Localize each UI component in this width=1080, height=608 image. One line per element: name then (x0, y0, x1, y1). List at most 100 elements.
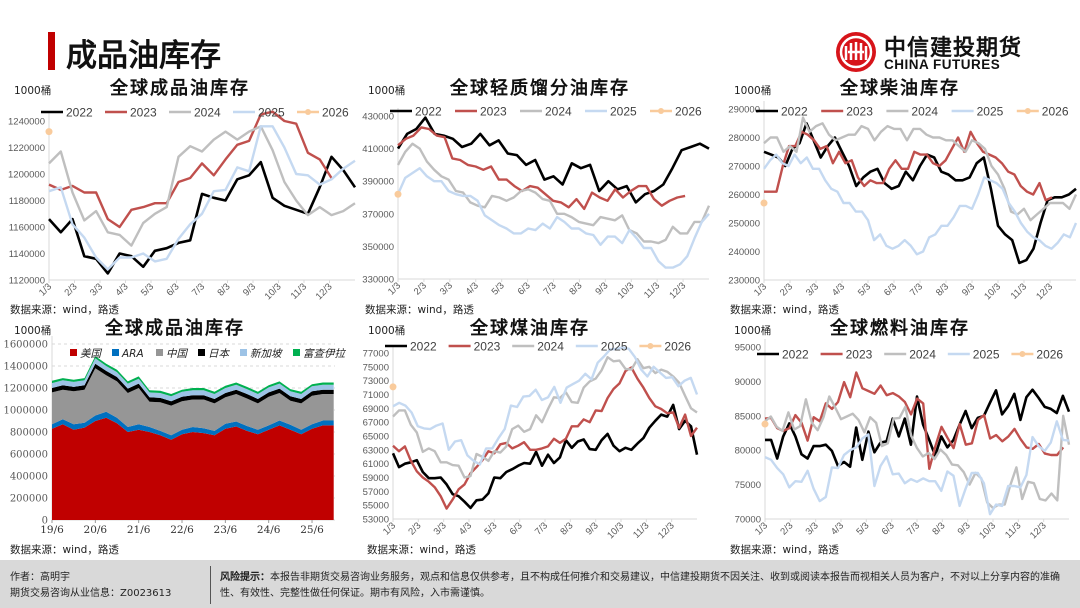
x-tick-label: 2/3 (778, 520, 795, 537)
series-line-2024 (392, 356, 698, 479)
x-tick-label: 23/6 (214, 524, 238, 536)
x-tick-label: 12/3 (1028, 520, 1049, 541)
chart-jet-fuel: 53000 55000 57000 59000 61000 63000 65000 67000… (363, 340, 699, 541)
y-tick-label: 1600000 (3, 340, 48, 351)
series-line-2022 (396, 116, 710, 204)
y-tick-label: 57000 (363, 487, 389, 498)
legend-label-2026: 2026 (1042, 105, 1069, 119)
area-日本 (52, 363, 334, 406)
x-tick-label: 6/3 (516, 280, 533, 297)
x-tick-label: 8/3 (558, 520, 575, 537)
x-tick-label: 10/3 (616, 280, 637, 301)
x-tick-label: 3/3 (804, 520, 821, 537)
y-tick-label: 1200000 (3, 384, 48, 395)
legend-label-2023: 2023 (846, 105, 873, 119)
source-note: 数据来源：wind，路透 (365, 304, 474, 316)
legend-label-新加坡: 新加坡 (250, 348, 283, 360)
unit-label: 1000桶 (14, 85, 52, 97)
chart-title: 全球成品油库存 (105, 318, 245, 339)
legend-label-2026: 2026 (664, 340, 691, 354)
x-tick-label: 11/3 (289, 281, 309, 301)
x-tick-label: 8/3 (215, 281, 232, 298)
series-line-2022 (765, 388, 1071, 468)
series-line-2024 (48, 125, 356, 247)
x-tick-label: 6/3 (164, 281, 181, 298)
legend-marker-2026 (647, 343, 654, 349)
x-tick-label: 2/3 (412, 280, 429, 297)
source-note: 数据来源：wind，路透 (367, 544, 476, 556)
y-tick-label: 280000 (728, 133, 760, 144)
x-tick-label: 3/3 (438, 280, 455, 297)
y-tick-label: 0 (42, 516, 48, 527)
series-point-2026 (45, 128, 53, 136)
x-tick-label: 9/3 (584, 520, 601, 537)
legend-label-2023: 2023 (846, 348, 873, 362)
y-tick-label: 1160000 (9, 223, 45, 234)
chart-title: 全球柴油库存 (840, 78, 960, 99)
area-新加坡 (52, 358, 334, 402)
title-accent-bar (48, 32, 55, 70)
x-tick-label: 5/3 (856, 281, 873, 298)
x-tick-label: 10/3 (263, 281, 284, 302)
series-line-2023 (48, 110, 333, 229)
series-line-2023 (764, 130, 1053, 202)
y-tick-label: 65000 (363, 432, 389, 443)
chart-panel-fuel-oil: 70000 75000 80000 85000 90000 95000 1/3 2/3 3/3 4… (720, 318, 1080, 556)
series-line-2024 (763, 116, 1078, 222)
y-tick-label: 400000 (10, 472, 48, 483)
footer-divider (210, 566, 211, 604)
series-line-2024 (396, 142, 711, 245)
y-tick-label: 67000 (363, 418, 389, 429)
legend-label-ARA: ARA (121, 348, 144, 360)
x-tick-label: 10/3 (982, 281, 1003, 302)
source-note: 数据来源：wind，路透 (730, 544, 839, 556)
y-tick-label: 600000 (10, 450, 48, 461)
legend-label-2023: 2023 (480, 105, 507, 119)
legend-label-2025: 2025 (601, 340, 628, 354)
x-tick-label: 2/3 (62, 281, 79, 298)
area-美国 (52, 417, 334, 520)
chart-panel-jet-fuel: 53000 55000 57000 59000 61000 63000 65000 67000… (360, 318, 720, 556)
x-tick-label: 9/3 (960, 281, 977, 298)
x-tick-label: 19/6 (40, 524, 64, 536)
chart-title: 全球轻质馏分油库存 (450, 78, 630, 99)
y-tick-label: 71000 (363, 390, 389, 401)
x-tick-label: 7/3 (905, 520, 922, 537)
legend-label-2022: 2022 (782, 348, 809, 362)
y-tick-label: 80000 (735, 446, 761, 457)
legend-label-2024: 2024 (909, 348, 936, 362)
x-tick-label: 7/3 (533, 520, 550, 537)
y-tick-label: 75000 (363, 362, 389, 373)
series-point-2026 (389, 383, 397, 391)
legend-marker-2026 (305, 109, 311, 115)
legend-label-美国: 美国 (80, 348, 102, 360)
x-tick-label: 3/3 (432, 520, 449, 537)
legend-label-2023: 2023 (130, 106, 157, 120)
x-tick-label: 12/3 (667, 280, 688, 301)
y-tick-label: 800000 (10, 428, 48, 439)
author-info: 作者：高明宇 期货交易咨询从业信息：Z0023613 (10, 570, 171, 602)
x-tick-label: 10/3 (977, 520, 998, 541)
legend-label-日本: 日本 (208, 348, 230, 360)
y-tick-label: 63000 (363, 445, 389, 456)
x-tick-label: 3/3 (88, 281, 105, 298)
risk-disclaimer: 风险提示：本报告非期货交易咨询业务服务，观点和信息仅供参考，且不构成任何推介和交… (220, 570, 1060, 602)
series-line-2022 (391, 403, 699, 510)
unit-label: 1000桶 (14, 325, 52, 337)
risk-text: 本报告非期货交易咨询业务服务，观点和信息仅供参考，且不构成任何推介和交易建议，中… (220, 572, 1060, 599)
legend-label-2024: 2024 (911, 105, 938, 119)
y-tick-label: 390000 (362, 177, 394, 188)
series-line-2024 (764, 395, 1071, 510)
y-tick-label: 1400000 (3, 362, 48, 373)
series-line-2025 (396, 166, 710, 269)
y-tick-label: 73000 (363, 376, 389, 387)
legend-label-2023: 2023 (474, 340, 501, 354)
x-tick-label: 9/3 (241, 281, 258, 298)
y-tick-label: 200000 (10, 494, 48, 505)
y-tick-label: 1240000 (8, 117, 45, 128)
y-tick-label: 290000 (728, 105, 760, 116)
unit-label: 1000桶 (368, 85, 406, 97)
x-tick-label: 9/3 (593, 280, 610, 297)
